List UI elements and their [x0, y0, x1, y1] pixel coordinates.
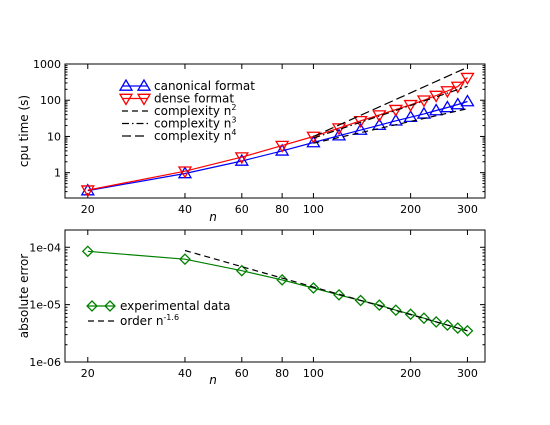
x-tick-label: 200 — [400, 203, 421, 216]
x-tick-label: 20 — [81, 367, 95, 380]
legend-label: complexity n3 — [154, 116, 237, 131]
data-point — [389, 304, 402, 317]
data-point — [441, 319, 454, 332]
data-point — [373, 299, 386, 312]
data-point — [275, 140, 290, 153]
legend-label: order n-1.6 — [120, 313, 179, 328]
series-line — [313, 108, 468, 144]
series-line — [313, 85, 468, 139]
x-tick-label: 300 — [457, 203, 478, 216]
x-tick-label: 60 — [235, 203, 249, 216]
data-point — [353, 115, 368, 129]
legend-label: canonical format — [154, 79, 255, 93]
legend-marker — [104, 300, 116, 312]
y-axis-label: absolute error — [17, 254, 31, 339]
data-point — [403, 109, 418, 123]
x-tick-label: 20 — [81, 203, 95, 216]
cpu-time-panel: 20 40 60 80 100 200 300 1 10 100 1000 n cpu time (s)… — [17, 58, 486, 224]
legend-marker — [118, 78, 134, 91]
data-point — [235, 264, 248, 277]
series-line — [313, 66, 468, 138]
x-axis-label: n — [209, 210, 217, 224]
series-line — [87, 100, 468, 192]
data-point — [306, 135, 321, 148]
plot-frame — [64, 63, 486, 199]
data-point — [333, 288, 345, 301]
data-point — [440, 100, 455, 113]
x-tick-label: 40 — [178, 367, 192, 380]
data-point — [179, 253, 191, 266]
y-tick-label: 100 — [40, 94, 61, 107]
data-point — [275, 143, 290, 156]
data-point — [331, 128, 347, 141]
data-point — [234, 152, 249, 165]
data-point — [450, 81, 465, 94]
data-point — [403, 99, 418, 113]
x-tick-label: 60 — [235, 367, 249, 380]
data-point — [81, 245, 94, 258]
x-axis-label: n — [209, 373, 217, 387]
data-point — [353, 122, 368, 135]
data-point — [276, 273, 289, 286]
data-point — [429, 103, 444, 116]
x-tick-label: 200 — [400, 367, 421, 380]
data-point — [404, 308, 417, 321]
x-tick-label: 80 — [275, 203, 289, 216]
data-point — [234, 153, 249, 166]
data-point — [177, 166, 193, 179]
legend-label: complexity n2 — [154, 103, 237, 118]
data-point — [80, 185, 95, 198]
y-tick-label: 1 — [54, 167, 61, 180]
x-tick-label: 100 — [303, 367, 324, 380]
y-axis-label: cpu time (s) — [17, 95, 31, 167]
legend-superscript: -1.6 — [163, 313, 179, 322]
x-tick-label: 300 — [457, 367, 478, 380]
legend-marker — [118, 93, 134, 106]
data-point — [429, 90, 444, 103]
data-point — [440, 86, 455, 99]
legend-superscript: 3 — [231, 116, 236, 125]
data-point — [354, 294, 367, 307]
y-tick-label: 1e-05 — [29, 299, 61, 312]
data-point — [451, 322, 464, 335]
data-point — [388, 104, 403, 117]
data-point — [418, 312, 430, 325]
legend-label: complexity n4 — [154, 128, 237, 143]
legend-label: experimental data — [120, 299, 230, 313]
x-tick-label: 40 — [178, 203, 192, 216]
data-point — [461, 324, 474, 337]
y-tick-label: 10 — [47, 130, 61, 143]
data-point — [430, 315, 443, 328]
x-tick-label: 100 — [303, 203, 324, 216]
x-tick-label: 80 — [275, 367, 289, 380]
y-tick-label: 1e-04 — [29, 241, 61, 254]
y-tick-label: 1e-06 — [29, 356, 61, 369]
legend-marker — [136, 93, 152, 106]
legend-superscript: 2 — [231, 103, 236, 112]
data-point — [450, 97, 465, 110]
absolute-error-panel: 20 40 60 80 100 200 300 1e-06 1e-05 1e-04 n absolut… — [17, 229, 486, 387]
series-line — [184, 249, 468, 332]
y-tick-label: 1000 — [33, 58, 61, 71]
legend-marker — [86, 300, 98, 312]
legend-marker — [136, 78, 152, 91]
legend-superscript: 4 — [231, 128, 236, 137]
series-line — [87, 77, 468, 191]
plot-frame — [64, 229, 486, 363]
legend-label: dense format — [154, 92, 234, 106]
data-point — [460, 94, 475, 107]
data-point — [460, 72, 475, 85]
data-point — [372, 117, 387, 131]
data-point — [416, 95, 432, 108]
data-point — [372, 110, 387, 123]
